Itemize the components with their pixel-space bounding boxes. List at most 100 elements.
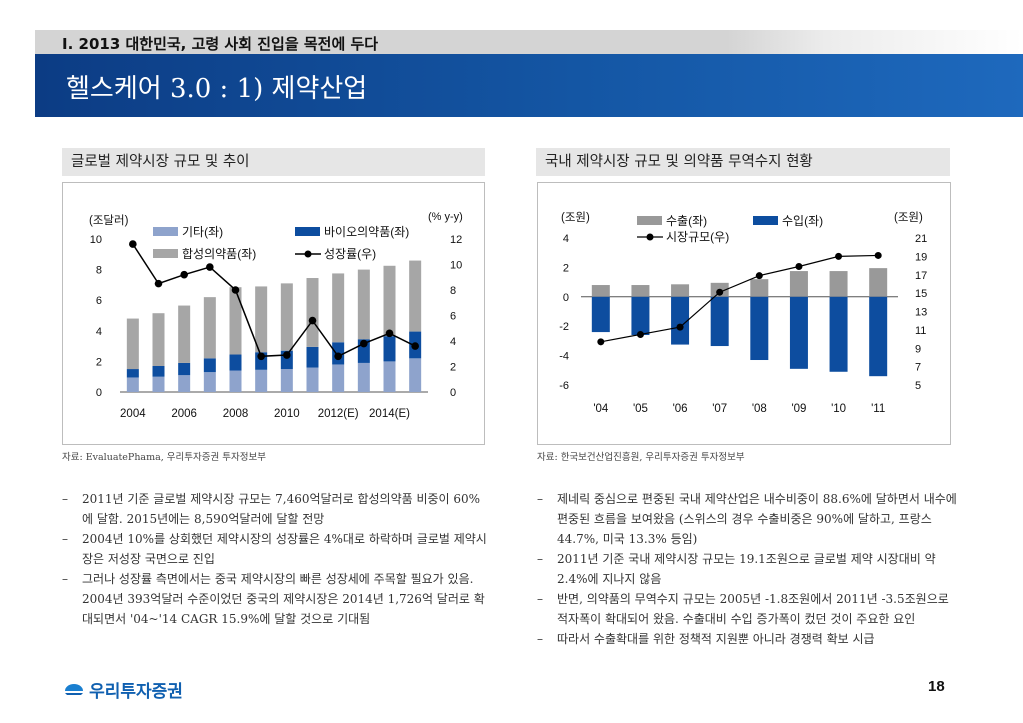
market-size-point [597, 338, 605, 346]
y2-tick-label: 17 [915, 270, 927, 282]
growth-point [283, 351, 291, 359]
legend-label-export: 수출(좌) [666, 214, 707, 228]
left-bullet-list: 2011년 기준 글로벌 제약시장 규모는 7,460억달러로 합성의약품 비중… [62, 489, 487, 629]
x-tick-label: '10 [831, 403, 846, 415]
growth-point [129, 240, 137, 248]
x-tick-label: '09 [791, 403, 806, 415]
logo-icon [65, 683, 83, 695]
left-bullet-2: 2004년 10%를 상회했던 제약시장의 성장률은 4%대로 하락하며 글로벌… [62, 529, 487, 569]
growth-point [154, 279, 163, 288]
right-bullet-4: 따라서 수출확대를 위한 정책적 지원뿐 아니라 경쟁력 확보 시급 [537, 629, 957, 649]
legend-marker-growth [304, 250, 312, 258]
bar-export [591, 285, 610, 297]
y-tick-label: 4 [563, 233, 569, 245]
x-tick-label: 2014(E) [369, 408, 410, 420]
growth-point [257, 352, 265, 361]
bar-synthetic [178, 305, 191, 363]
domestic-market-chart-box: -6 -4 -2 0 2 4 5 7 9 11 13 15 17 19 21 (조원) (조원) '04 '05 '0… [537, 182, 951, 445]
y-tick-label: 8 [96, 265, 102, 277]
y2-tick-label: 6 [450, 311, 456, 323]
bar-synthetic [357, 269, 370, 340]
y2-tick-label: 7 [915, 362, 921, 374]
bar-synthetic [280, 283, 293, 351]
legend-swatch-bio [295, 227, 320, 236]
legend-marker-market [646, 233, 654, 241]
bar-other [178, 375, 191, 392]
growth-point [411, 342, 419, 350]
y2-axis-unit: (조원) [894, 210, 923, 224]
growth-line [132, 243, 416, 358]
bar-import [789, 296, 808, 369]
bar-bio [203, 358, 216, 373]
y-tick-label: -6 [559, 380, 569, 392]
bar-bio [383, 336, 396, 362]
y-tick-label: 2 [96, 356, 102, 368]
x-tick-label: 2004 [120, 408, 146, 420]
bar-synthetic [332, 273, 345, 343]
bar-import [829, 296, 848, 372]
x-tick-label: '11 [871, 403, 885, 415]
growth-point [231, 286, 240, 294]
y-axis-unit: (조원) [561, 210, 590, 224]
bar-import [710, 296, 729, 347]
growth-point [180, 270, 188, 279]
growth-point [206, 263, 214, 271]
legend-label-bio: 바이오의약품(좌) [324, 224, 409, 239]
global-market-chart-box: 0 2 4 6 8 10 0 2 4 6 8 10 12 (조달러) (% y-y) 2004 2006 2008… [62, 182, 485, 445]
market-size-point [795, 262, 803, 270]
logo-text: 우리투자증권 [89, 682, 183, 701]
growth-point [385, 329, 394, 338]
growth-point [308, 316, 317, 325]
left-bullet-1: 2011년 기준 글로벌 제약시장 규모는 7,460억달러로 합성의약품 비중… [62, 489, 487, 529]
bar-synthetic [383, 265, 396, 337]
domestic-market-chart: -6 -4 -2 0 2 4 5 7 9 11 13 15 17 19 21 (조원) (조원) '04 '05 '0… [559, 210, 927, 415]
bar-other [203, 372, 216, 392]
bar-other [306, 367, 319, 392]
left-bullet-3: 그러나 성장률 측면에서는 중국 제약시장의 빠른 성장세에 주목할 필요가 있… [62, 569, 487, 629]
bar-synthetic [203, 297, 216, 359]
page-number: 18 [928, 678, 945, 695]
market-size-point [716, 288, 724, 296]
y2-tick-label: 2 [450, 362, 456, 374]
bar-other [409, 358, 422, 392]
legend-swatch-other [153, 227, 178, 236]
y2-tick-label: 4 [450, 336, 456, 348]
bar-export [750, 279, 769, 297]
y2-tick-label: 0 [450, 387, 456, 399]
bar-import [750, 296, 769, 361]
y-tick-label: 6 [96, 295, 102, 307]
legend-label-synthetic: 합성의약품(좌) [182, 246, 256, 261]
section-bar [35, 30, 1023, 54]
legend-swatch-import [753, 216, 778, 225]
bar-other [383, 361, 396, 392]
left-source: 자료: EvaluatePhama, 우리투자증권 투자정보부 [62, 452, 266, 463]
bar-synthetic [255, 286, 268, 353]
bar-other [126, 377, 139, 392]
bar-synthetic [152, 313, 165, 366]
market-size-point [636, 330, 644, 338]
bar-import [869, 296, 888, 377]
y-tick-label: 10 [90, 234, 102, 246]
bar-import [591, 296, 610, 333]
bar-other [255, 369, 268, 392]
y-tick-label: 4 [96, 326, 102, 338]
legend-label-other: 기타(좌) [182, 225, 223, 239]
x-tick-label: '05 [633, 403, 648, 415]
bar-import [671, 296, 690, 345]
growth-point [360, 339, 368, 348]
left-panel-heading: 글로벌 제약시장 규모 및 추이 [62, 148, 485, 176]
y-tick-label: 2 [563, 262, 569, 274]
x-tick-label: 2010 [274, 408, 300, 420]
market-size-line [600, 254, 879, 343]
bar-other [280, 369, 293, 392]
bar-export [829, 271, 848, 297]
y2-tick-label: 5 [915, 380, 921, 392]
market-size-point [874, 251, 882, 259]
y-tick-label: -2 [559, 321, 569, 333]
bar-synthetic [409, 260, 422, 332]
growth-point [334, 352, 342, 361]
page-title: 헬스케어 3.0 : 1) 제약산업 [66, 74, 368, 104]
legend-swatch-export [637, 216, 662, 225]
x-tick-label: '04 [593, 403, 609, 415]
bar-other [152, 376, 165, 392]
